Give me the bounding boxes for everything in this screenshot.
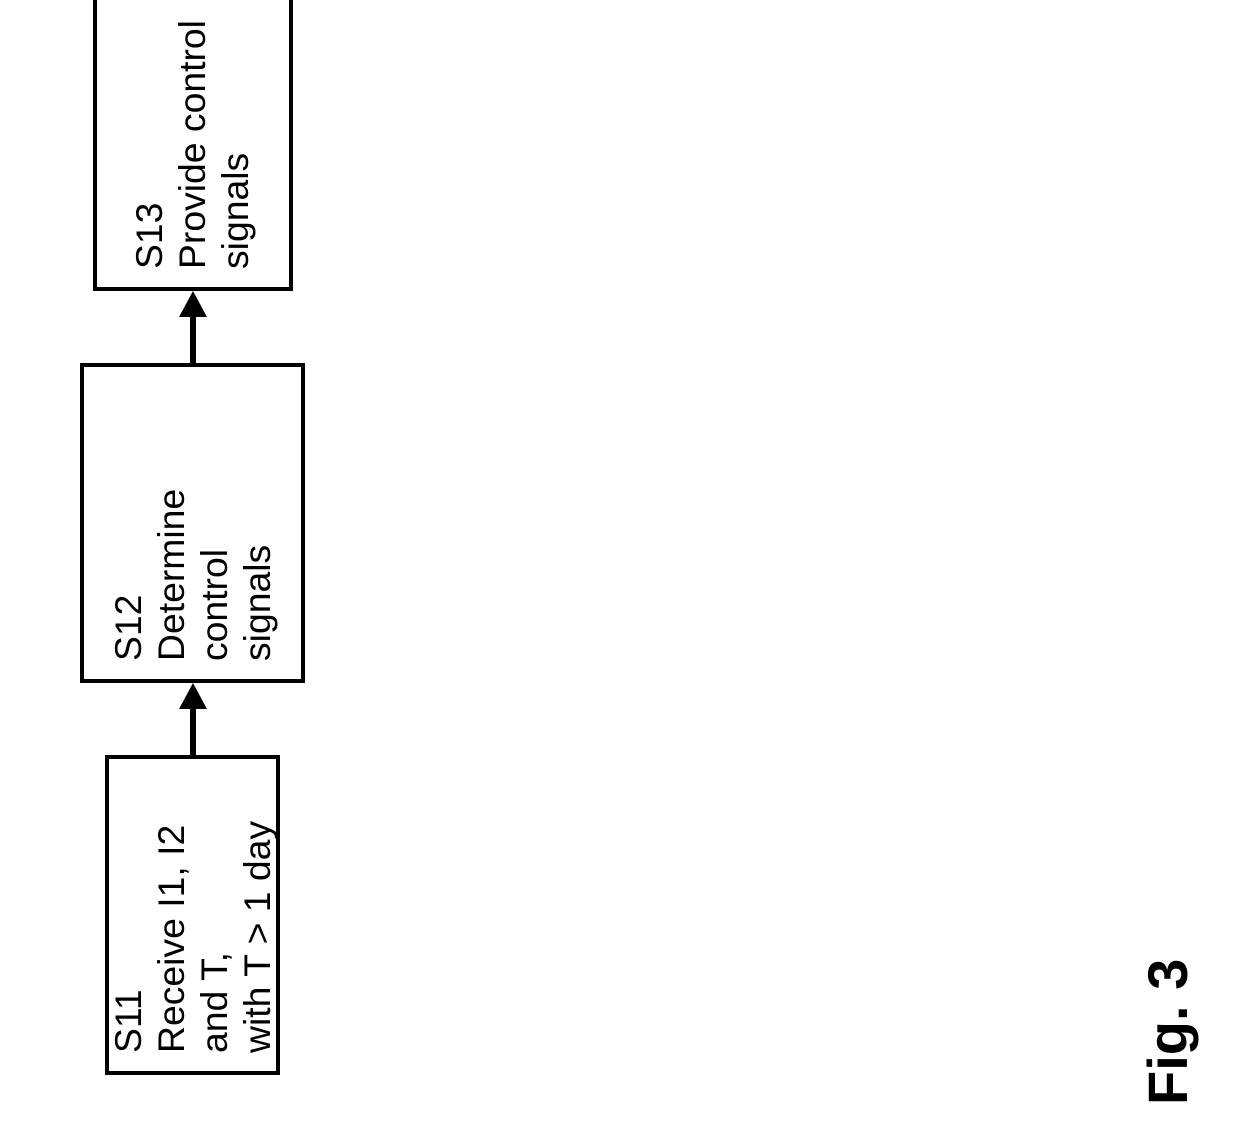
step-text-line1: Receive I1, I2 and T,: [150, 777, 236, 1053]
flow-node-s11: S11 Receive I1, I2 and T, with T > 1 day: [105, 755, 280, 1075]
arrow-shaft: [190, 317, 196, 363]
rotated-container: S11 Receive I1, I2 and T, with T > 1 day…: [0, 0, 1240, 1145]
arrow-head-icon: [179, 291, 207, 317]
figure-label: Fig. 3: [1135, 959, 1200, 1105]
step-text-line2: signals: [214, 0, 257, 269]
flow-node-s13: S13 Provide control signals: [93, 0, 293, 291]
step-text-line1: Provide control: [171, 0, 214, 269]
flow-node-s12: S12 Determine control signals: [80, 363, 305, 683]
arrow-head-icon: [179, 683, 207, 709]
flow-edge: [179, 683, 207, 755]
flow-edge: [179, 291, 207, 363]
step-id: S13: [128, 0, 171, 269]
arrow-shaft: [190, 709, 196, 755]
step-text-line2: with T > 1 day: [236, 777, 279, 1053]
diagram-canvas: S11 Receive I1, I2 and T, with T > 1 day…: [0, 0, 1240, 1145]
step-id: S11: [107, 777, 150, 1053]
step-text-line2: signals: [236, 385, 279, 661]
flowchart: S11 Receive I1, I2 and T, with T > 1 day…: [80, 0, 305, 1075]
step-text-line1: Determine control: [150, 385, 236, 661]
step-id: S12: [107, 385, 150, 661]
